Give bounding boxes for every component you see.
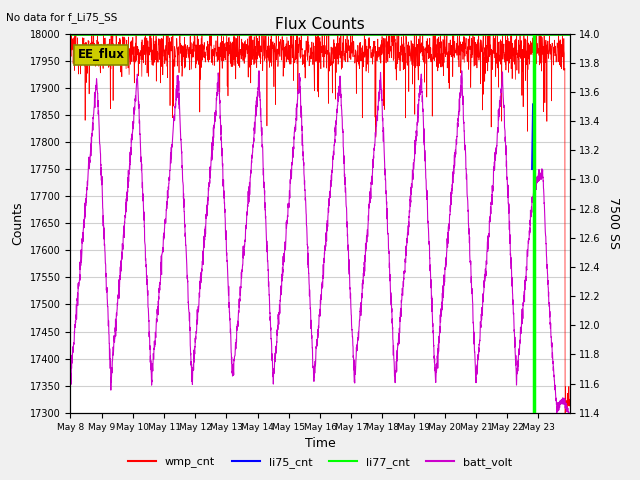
Y-axis label: Counts: Counts <box>11 202 24 245</box>
Text: No data for f_Li75_SS: No data for f_Li75_SS <box>6 12 118 23</box>
Text: EE_flux: EE_flux <box>78 48 125 61</box>
Y-axis label: 7500 SS: 7500 SS <box>607 197 620 249</box>
Title: Flux Counts: Flux Counts <box>275 17 365 33</box>
Legend: wmp_cnt, li75_cnt, li77_cnt, batt_volt: wmp_cnt, li75_cnt, li77_cnt, batt_volt <box>124 452 516 472</box>
X-axis label: Time: Time <box>305 437 335 450</box>
